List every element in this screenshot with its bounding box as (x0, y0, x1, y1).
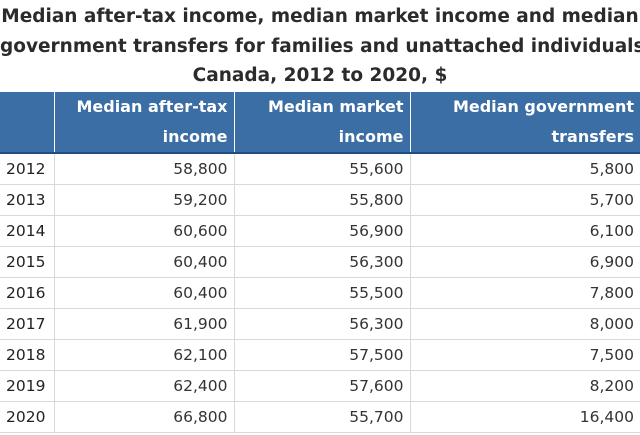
table-title-line-2: government transfers for families and un… (0, 35, 640, 57)
after-tax-income-cell: 62,100 (54, 339, 235, 371)
after-tax-income-cell: 61,900 (54, 308, 235, 340)
table-row: 2017 61,900 56,300 8,000 (0, 308, 640, 340)
column-header-line: Median market (267, 97, 404, 116)
year-cell: 2015 (0, 246, 55, 278)
after-tax-income-cell: 58,800 (54, 153, 235, 185)
data-table: Median after-tax income Median market in… (0, 92, 640, 433)
government-transfers-cell: 6,900 (410, 246, 640, 278)
table-row: 2020 66,800 55,700 16,400 (0, 401, 640, 433)
year-cell: 2013 (0, 184, 55, 216)
government-transfers-cell: 7,500 (410, 339, 640, 371)
after-tax-income-cell: 62,400 (54, 370, 235, 402)
year-cell: 2017 (0, 308, 55, 340)
table-row: 2013 59,200 55,800 5,700 (0, 184, 640, 216)
government-transfers-cell: 6,100 (410, 215, 640, 247)
column-header-line: Median after-tax (76, 97, 228, 116)
table-row: 2014 60,600 56,900 6,100 (0, 215, 640, 247)
after-tax-income-cell: 60,600 (54, 215, 235, 247)
table-title: Median after-tax income, median market i… (0, 0, 640, 92)
header-corner-cell (0, 92, 55, 153)
header-row: Median after-tax income Median market in… (0, 92, 640, 153)
market-income-cell: 56,300 (234, 308, 411, 340)
market-income-cell: 55,700 (234, 401, 411, 433)
table-title-line-1: Median after-tax income, median market i… (1, 6, 639, 27)
market-income-cell: 55,800 (234, 184, 411, 216)
table-body: 2012 58,800 55,600 5,800 2013 59,200 55,800 5,7… (0, 153, 640, 433)
after-tax-income-cell: 60,400 (54, 277, 235, 309)
table-title-line-3: Canada, 2012 to 2020, $ (192, 65, 448, 86)
government-transfers-cell: 16,400 (410, 401, 640, 433)
year-cell: 2018 (0, 339, 55, 371)
government-transfers-cell: 8,000 (410, 308, 640, 340)
column-header-government-transfers: Median government transfers (410, 92, 640, 153)
year-cell: 2016 (0, 277, 55, 309)
market-income-cell: 57,500 (234, 339, 411, 371)
government-transfers-cell: 5,700 (410, 184, 640, 216)
column-header-after-tax-income: Median after-tax income (54, 92, 235, 153)
year-cell: 2012 (0, 153, 55, 185)
table-row: 2018 62,100 57,500 7,500 (0, 339, 640, 371)
column-header-line: income (162, 127, 228, 146)
government-transfers-cell: 7,800 (410, 277, 640, 309)
year-cell: 2019 (0, 370, 55, 402)
government-transfers-cell: 5,800 (410, 153, 640, 185)
market-income-cell: 55,500 (234, 277, 411, 309)
after-tax-income-cell: 60,400 (54, 246, 235, 278)
market-income-cell: 56,300 (234, 246, 411, 278)
market-income-cell: 56,900 (234, 215, 411, 247)
table-row: 2016 60,400 55,500 7,800 (0, 277, 640, 309)
column-header-line: income (338, 127, 404, 146)
table-row: 2019 62,400 57,600 8,200 (0, 370, 640, 402)
table-row: 2012 58,800 55,600 5,800 (0, 153, 640, 185)
market-income-cell: 57,600 (234, 370, 411, 402)
after-tax-income-cell: 59,200 (54, 184, 235, 216)
column-header-line: transfers (551, 127, 634, 146)
government-transfers-cell: 8,200 (410, 370, 640, 402)
column-header-market-income: Median market income (234, 92, 411, 153)
after-tax-income-cell: 66,800 (54, 401, 235, 433)
year-cell: 2014 (0, 215, 55, 247)
year-cell: 2020 (0, 401, 55, 433)
table-row: 2015 60,400 56,300 6,900 (0, 246, 640, 278)
market-income-cell: 55,600 (234, 153, 411, 185)
column-header-line: Median government (452, 97, 634, 116)
